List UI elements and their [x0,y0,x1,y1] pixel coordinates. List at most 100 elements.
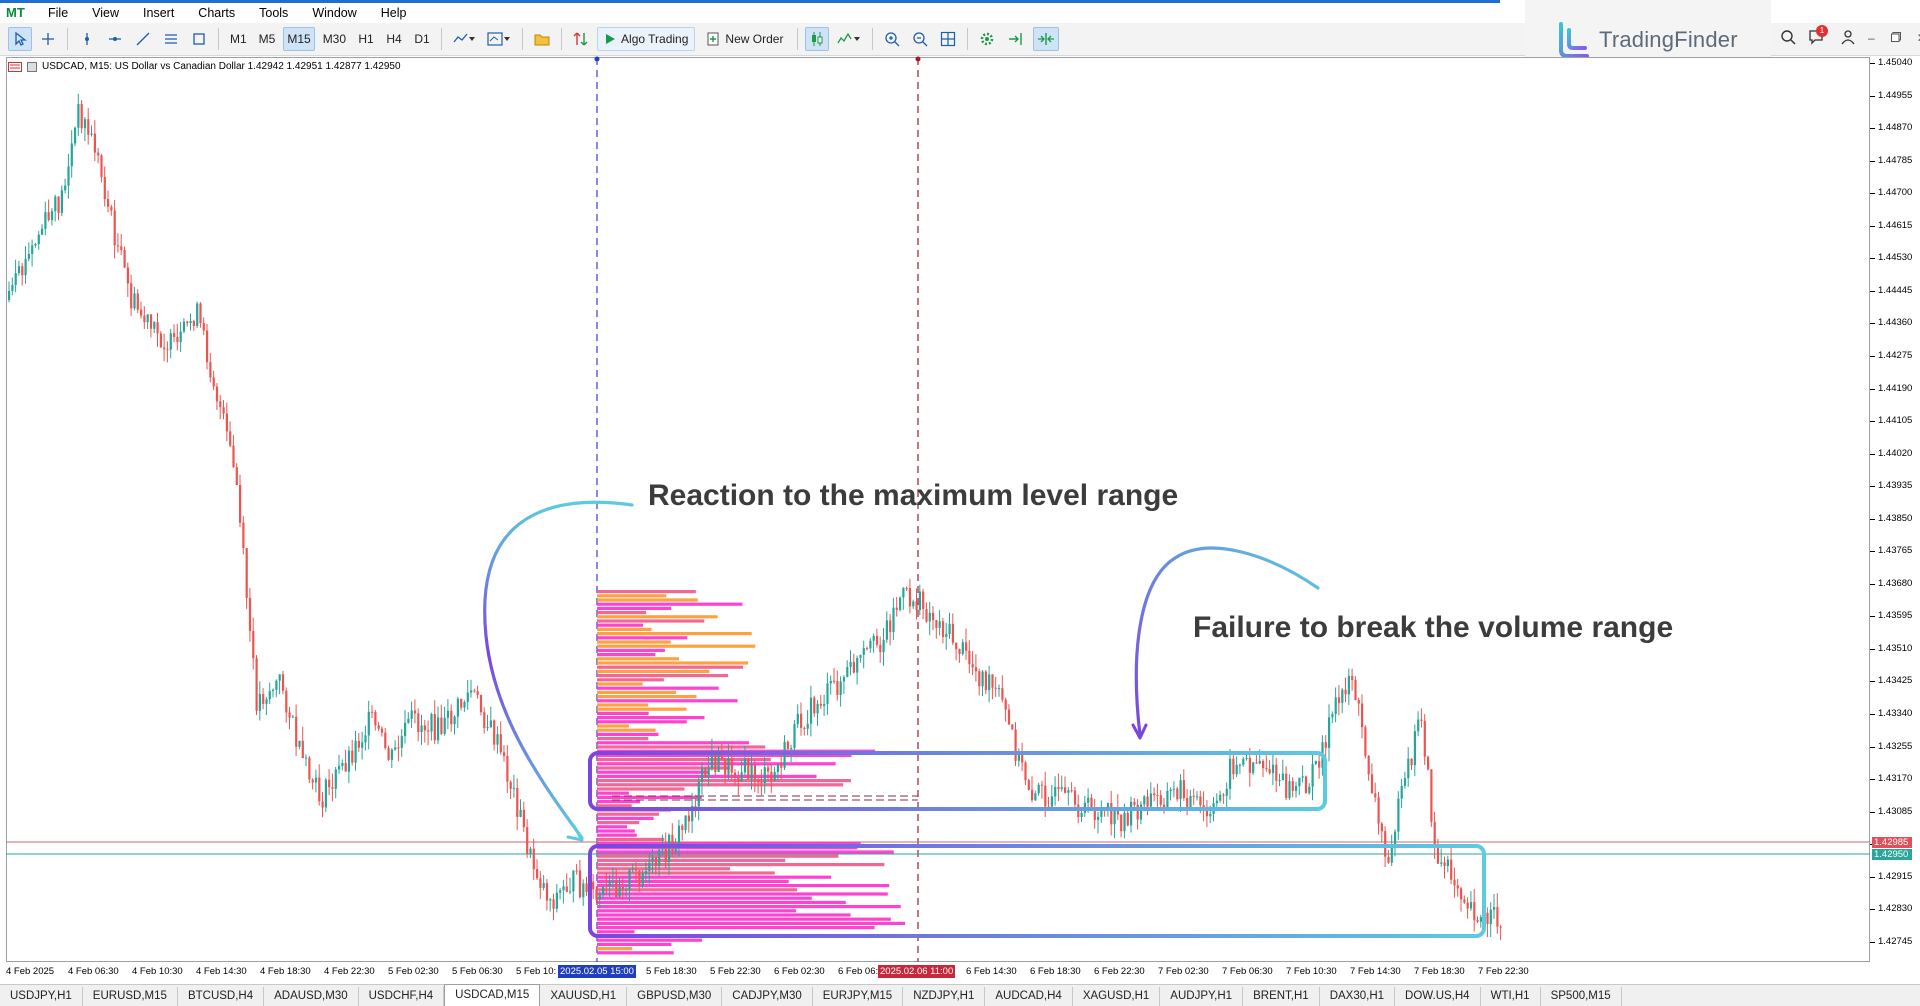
symbol-tab[interactable]: USDCAD,M15 [444,984,541,1006]
symbol-tab[interactable]: SP500,M15 [1541,987,1622,1006]
timeframe-m15-button[interactable]: M15 [283,27,315,51]
candle-body [572,870,575,892]
symbol-tab[interactable]: AUDCAD,H4 [985,987,1073,1006]
chart-type-dropdown-button[interactable] [833,27,865,51]
candle-body [57,196,60,213]
chart-canvas[interactable] [6,57,1870,962]
zoom-in-button[interactable] [880,27,904,51]
minimize-button[interactable]: – [1868,31,1875,45]
volume-profile-bar [597,905,901,909]
candle-body [760,782,763,784]
candle-body [1308,786,1311,794]
time-label: 4 Feb 10:30 [132,966,183,977]
channel-button[interactable] [159,27,183,51]
price-label: 1.43085 [1878,805,1913,817]
symbol-tab[interactable]: ADAUSD,M30 [264,987,359,1006]
notifications-button[interactable]: 1 [1808,24,1828,49]
candle-body [826,683,829,705]
candle-body [862,648,865,655]
symbol-tab[interactable]: BRENT,H1 [1243,987,1320,1006]
open-data-folder-button[interactable] [530,27,554,51]
restore-button[interactable] [1890,31,1901,45]
settings-button[interactable] [975,27,999,51]
candle-body [328,779,331,788]
symbol-tab[interactable]: USDCHF,H4 [359,987,445,1006]
candle-body [889,620,892,633]
candle-body [1189,795,1192,809]
menu-file[interactable]: File [48,6,69,20]
candlestick-chart-button[interactable] [805,27,830,51]
tile-windows-button[interactable] [936,27,960,51]
vertical-line-button[interactable] [75,27,99,51]
menu-bar: MT File View Insert Charts Tools Window … [0,3,1920,23]
crosshair-tool-button[interactable] [36,27,60,51]
market-watch-button[interactable] [569,27,593,51]
symbol-tab[interactable]: CADJPY,M30 [722,987,813,1006]
timeframe-m30-button[interactable]: M30 [322,32,347,46]
candle-body [14,273,17,285]
start-time-marker: 2025.02.05 15:00 [558,965,636,978]
timeframe-h1-button[interactable]: H1 [358,32,374,46]
symbol-tab[interactable]: XAGUSD,H1 [1073,987,1161,1006]
shapes-button[interactable] [187,27,211,51]
trendline-button[interactable] [131,27,155,51]
time-label: 5 Feb 02:30 [388,966,439,977]
price-tick [1870,323,1875,325]
candle-body [1427,756,1430,770]
candle-body [1001,688,1004,700]
chart-shift-button[interactable] [1003,27,1029,51]
candle-body [1496,907,1499,927]
symbol-tab[interactable]: AUDJPY,H1 [1160,987,1244,1006]
symbol-tab[interactable]: BTCUSD,H4 [178,987,265,1006]
candle-body [324,779,327,808]
timeframe-m5-button[interactable]: M5 [258,32,276,46]
chart-title: USDCAD, M15: US Dollar vs Canadian Dolla… [8,61,401,72]
symbol-tab[interactable]: GBPUSD,M30 [627,987,723,1006]
indicators-dropdown-button[interactable] [449,27,479,51]
candle-body [697,781,700,807]
autoscroll-button[interactable] [1033,27,1060,51]
algo-trading-button[interactable]: Algo Trading [597,27,696,51]
candle-body [107,199,110,207]
templates-dropdown-button[interactable] [483,27,515,51]
candle-body [496,734,499,745]
timeframe-m1-button[interactable]: M1 [230,32,247,46]
candle-body [367,711,370,736]
volume-profile-bar [597,720,687,724]
timeframe-d1-button[interactable]: D1 [414,32,430,46]
symbol-tab[interactable]: WTI,H1 [1481,987,1541,1006]
candle-body [288,712,291,718]
candle-body [176,337,179,343]
zoom-out-button[interactable] [908,27,932,51]
symbol-tab[interactable]: XAUUSD,H1 [540,987,628,1006]
candle-body [1146,796,1149,807]
menu-view[interactable]: View [92,6,120,20]
symbol-tab[interactable]: NZDJPY,H1 [903,987,986,1006]
symbol-tab[interactable]: DAX30,H1 [1320,987,1396,1006]
timeframe-h4-button[interactable]: H4 [386,32,402,46]
horizontal-line-button[interactable] [103,27,127,51]
menu-help[interactable]: Help [380,6,407,20]
account-button[interactable] [1840,29,1856,48]
symbol-tab[interactable]: USDJPY,H1 [0,987,83,1006]
close-button[interactable]: ✕ [1917,31,1920,45]
volume-profile-bar [597,947,633,951]
volume-profile-bar [597,674,729,678]
candle-body [407,718,410,723]
candle-body [512,787,516,789]
search-button[interactable] [1780,29,1796,48]
cursor-tool-button[interactable] [8,27,32,51]
new-order-button[interactable]: New Order [699,27,790,51]
candle-body [31,245,34,254]
symbol-tab[interactable]: EURJPY,M15 [813,987,904,1006]
symbol-tab[interactable]: DOW.US,H4 [1395,987,1481,1006]
price-label: 1.43680 [1878,577,1913,589]
menu-insert[interactable]: Insert [143,6,175,20]
menu-tools[interactable]: Tools [259,6,289,20]
symbol-tab[interactable]: EURUSD,M15 [83,987,178,1006]
candle-body [1106,802,1110,811]
volume-profile-bar [597,661,749,665]
menu-window[interactable]: Window [312,6,357,20]
price-label: 1.43170 [1878,773,1913,785]
menu-charts[interactable]: Charts [198,6,236,20]
